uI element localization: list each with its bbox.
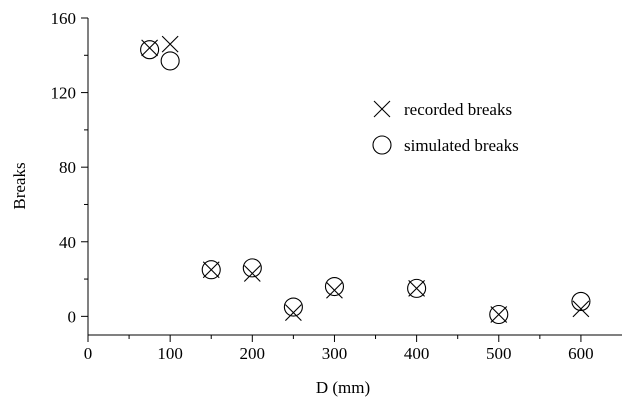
legend-recorded-marker: [373, 100, 391, 118]
y-tick-label: 0: [68, 307, 77, 326]
simulated-breaks-point: [201, 260, 221, 280]
x-stroke: [161, 35, 179, 53]
y-tick-label: 80: [59, 158, 76, 177]
recorded-breaks-point: [284, 304, 302, 322]
x-axis-title: D (mm): [316, 378, 370, 397]
recorded-breaks-point: [243, 265, 261, 282]
x-stroke: [408, 279, 426, 297]
x-stroke: [490, 306, 508, 323]
y-axis-title: Breaks: [10, 162, 29, 209]
recorded-breaks-point: [202, 261, 220, 279]
x-stroke: [572, 300, 590, 318]
y-tick-label: 40: [59, 233, 76, 252]
simulated-breaks-point: [140, 40, 160, 60]
recorded-breaks-point: [572, 300, 590, 318]
simulated-breaks-point: [571, 291, 591, 311]
x-tick-label: 200: [240, 344, 266, 363]
x-stroke: [373, 100, 391, 118]
legend-label-1: simulated breaks: [404, 136, 519, 155]
x-tick-label: 500: [486, 344, 512, 363]
x-stroke: [202, 261, 220, 279]
legend-label-0: recorded breaks: [404, 100, 512, 119]
x-tick-label: 0: [84, 344, 93, 363]
y-tick-label: 160: [51, 9, 77, 28]
data-marks: [140, 35, 591, 325]
x-tick-label: 600: [568, 344, 594, 363]
simulated-breaks-point: [407, 278, 427, 298]
recorded-breaks-point: [490, 306, 508, 323]
y-tick-label: 120: [51, 84, 77, 103]
x-tick-label: 300: [322, 344, 348, 363]
simulated-breaks-point: [489, 304, 509, 325]
x-stroke: [326, 281, 343, 299]
ticks: 0 100 200 300 400 500 600 0 40 80 120 160: [51, 9, 594, 363]
recorded-breaks-point: [408, 279, 426, 297]
simulated-breaks-point: [160, 51, 180, 71]
x-tick-label: 400: [404, 344, 430, 363]
x-tick-label: 100: [157, 344, 183, 363]
x-stroke: [284, 304, 302, 322]
x-stroke: [243, 265, 261, 282]
axes: [87, 18, 622, 336]
recorded-breaks-point: [326, 281, 343, 299]
legend-simulated-marker: [372, 135, 392, 155]
legend: recorded breaks simulated breaks: [372, 100, 519, 155]
simulated-breaks-point: [283, 297, 303, 317]
simulated-breaks-point: [324, 276, 345, 297]
simulated-breaks-point: [242, 258, 262, 278]
recorded-breaks-point: [161, 35, 179, 53]
